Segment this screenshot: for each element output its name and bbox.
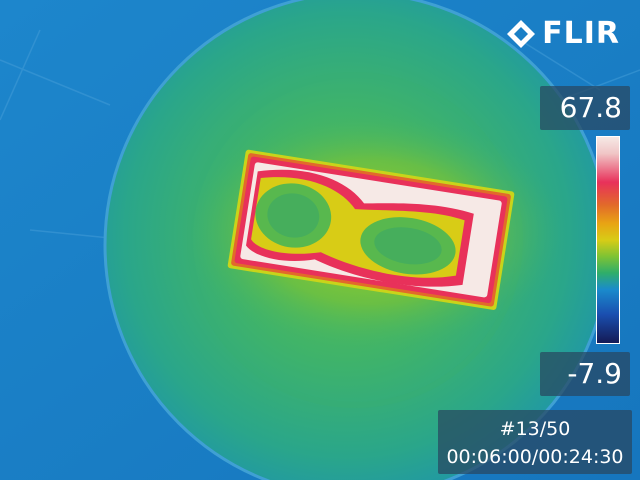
- min-temperature: -7.9: [540, 352, 630, 396]
- frame-info-panel: #13/50 00:06:00/00:24:30: [438, 410, 632, 474]
- frame-index: #13/50: [499, 418, 571, 440]
- hot-object: [227, 149, 515, 310]
- flir-logo: FLIR: [506, 16, 620, 52]
- logo-text: FLIR: [542, 16, 620, 51]
- frame-timecode: 00:06:00/00:24:30: [446, 446, 624, 468]
- flir-diamond-icon: [507, 20, 536, 48]
- max-temperature: 67.8: [540, 86, 630, 130]
- temperature-color-bar: [596, 136, 620, 344]
